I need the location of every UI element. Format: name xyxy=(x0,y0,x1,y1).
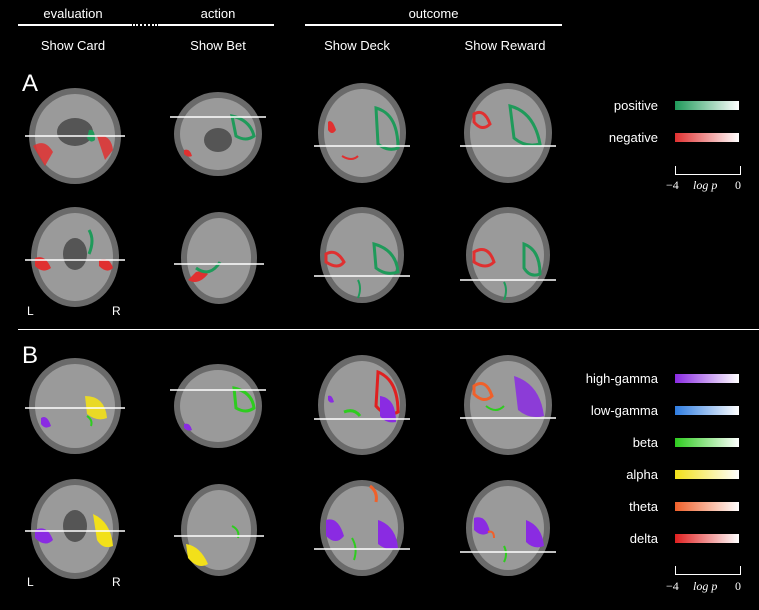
column-show-deck: Show Deck xyxy=(324,38,390,53)
legend-positive-swatch xyxy=(675,101,739,110)
brain-b-deck-coronal xyxy=(314,355,410,455)
header-outcome: outcome xyxy=(408,6,459,21)
brain-a-card-axial xyxy=(25,207,125,307)
panel-b-scale-bar xyxy=(675,566,741,575)
panel-b-letter: B xyxy=(22,342,39,369)
panel-a-scale-max: 0 xyxy=(735,178,741,192)
legend-low-gamma-swatch xyxy=(675,406,739,415)
header-rule-dotted xyxy=(133,24,157,26)
legend-negative-swatch xyxy=(675,133,739,142)
panel-a-scale-bar xyxy=(675,166,741,175)
legend-theta-label: theta xyxy=(629,499,658,514)
legend-delta-swatch xyxy=(675,534,739,543)
brain-a-reward-coronal xyxy=(460,83,556,183)
legend-beta-swatch xyxy=(675,438,739,447)
legend-alpha-label: alpha xyxy=(626,467,658,482)
panel-a-right-label: R xyxy=(112,304,121,318)
panel-a-letter: A xyxy=(22,70,39,97)
brain-a-deck-axial xyxy=(314,207,410,303)
panel-a-left-label: L xyxy=(27,304,34,318)
panel-b-scale-mid: log p xyxy=(693,579,718,593)
column-show-card: Show Card xyxy=(40,38,106,53)
brain-b-reward-coronal xyxy=(460,355,556,455)
legend-beta-label: beta xyxy=(632,435,658,450)
panel-b-right-label: R xyxy=(112,575,121,589)
legend-alpha-swatch xyxy=(675,470,739,479)
legend-negative-label: negative xyxy=(608,130,658,145)
brain-b-card-axial xyxy=(25,479,125,579)
legend-high-gamma-label: high-gamma xyxy=(585,371,658,386)
brain-b-reward-axial xyxy=(460,480,556,576)
panel-b-scale-max: 0 xyxy=(735,579,741,593)
header-rule-outcome xyxy=(305,24,562,26)
panel-a-scale-mid: log p xyxy=(693,178,718,192)
header-evaluation: evaluation xyxy=(43,6,103,21)
legend-positive-label: positive xyxy=(613,98,658,113)
brain-b-bet-axial xyxy=(174,484,264,576)
panel-a-scale-min: −4 xyxy=(666,178,679,192)
header-action: action xyxy=(200,6,236,21)
brain-b-card-coronal xyxy=(25,358,125,454)
legend-delta-label: delta xyxy=(629,531,658,546)
brain-b-deck-axial xyxy=(314,480,410,576)
panel-b-left-label: L xyxy=(27,575,34,589)
legend-theta-swatch xyxy=(675,502,739,511)
brain-a-card-coronal xyxy=(25,88,125,184)
header-rule-evaluation xyxy=(18,24,132,26)
column-show-bet: Show Bet xyxy=(190,38,246,53)
legend-low-gamma-label: low-gamma xyxy=(590,403,658,418)
header-rule-action xyxy=(158,24,274,26)
panel-separator xyxy=(18,329,759,330)
brain-b-bet-coronal xyxy=(170,364,266,448)
legend-high-gamma-swatch xyxy=(675,374,739,383)
brain-a-bet-coronal xyxy=(170,92,266,176)
brain-a-deck-coronal xyxy=(314,83,410,183)
brain-a-bet-axial xyxy=(174,212,264,304)
brain-a-reward-axial xyxy=(460,207,556,303)
column-show-reward: Show Reward xyxy=(464,38,546,53)
panel-b-scale-min: −4 xyxy=(666,579,679,593)
